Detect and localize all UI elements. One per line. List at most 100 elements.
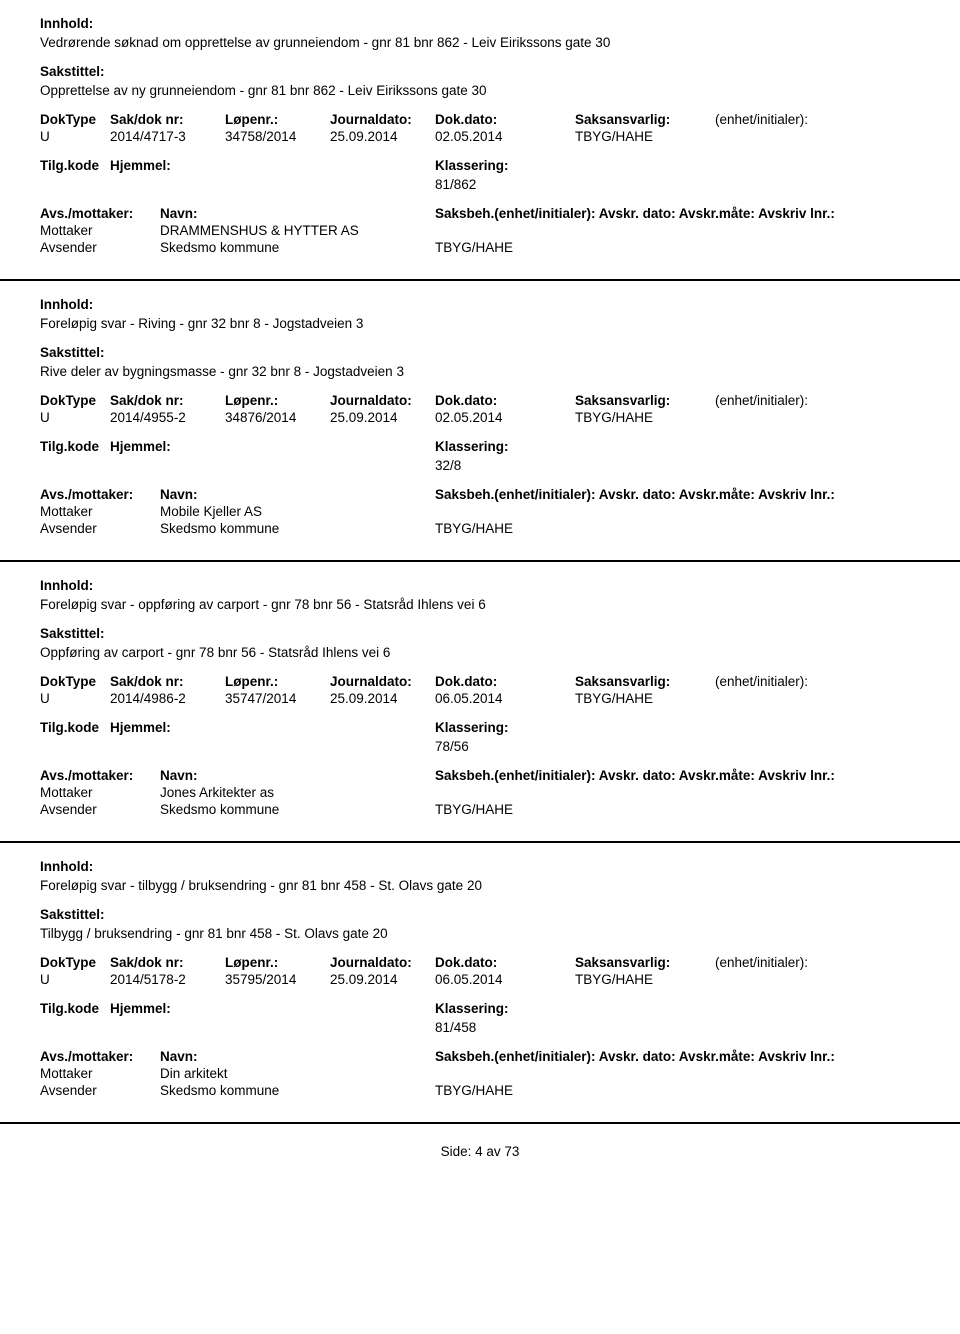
journal-entry: Innhold: Vedrørende søknad om opprettels… [0,0,960,279]
enhet-header: (enhet/initialer): [715,674,895,689]
klassering-label: Klassering: [435,439,635,454]
sakstittel-label: Sakstittel: [40,626,920,641]
avsender-role: Avsender [40,1083,160,1098]
sakstittel-label: Sakstittel: [40,64,920,79]
doktype-value: U [40,410,110,425]
saksansvarlig-header: Saksansvarlig: [575,393,715,408]
lopenr-header: Løpenr.: [225,955,330,970]
lopenr-value: 35795/2014 [225,972,330,987]
sakdoknr-header: Sak/dok nr: [110,112,225,127]
navn-label: Navn: [160,206,435,221]
lopenr-header: Løpenr.: [225,112,330,127]
avsmottaker-label: Avs./mottaker: [40,1049,160,1064]
sakstittel-text: Tilbygg / bruksendring - gnr 81 bnr 458 … [40,926,920,941]
avsender-unit: TBYG/HAHE [435,1083,635,1098]
avsmottaker-label: Avs./mottaker: [40,768,160,783]
klassering-value: 81/458 [435,1020,635,1035]
journaldato-value: 25.09.2014 [330,410,435,425]
saksansvarlig-value: TBYG/HAHE [575,972,715,987]
mottaker-role: Mottaker [40,223,160,238]
journaldato-value: 25.09.2014 [330,129,435,144]
klassering-value: 81/862 [435,177,635,192]
hjemmel-label: Hjemmel: [110,439,435,454]
sakstittel-text: Rive deler av bygningsmasse - gnr 32 bnr… [40,364,920,379]
klassering-label: Klassering: [435,720,635,735]
mottaker-role: Mottaker [40,504,160,519]
journaldato-header: Journaldato: [330,674,435,689]
tilgkode-label: Tilg.kode [40,439,110,454]
hjemmel-label: Hjemmel: [110,158,435,173]
lopenr-value: 34876/2014 [225,410,330,425]
avsmottaker-label: Avs./mottaker: [40,487,160,502]
journaldato-header: Journaldato: [330,955,435,970]
journaldato-value: 25.09.2014 [330,972,435,987]
journaldato-value: 25.09.2014 [330,691,435,706]
mottaker-name: Jones Arkitekter as [160,785,435,800]
sakstittel-label: Sakstittel: [40,907,920,922]
avsender-unit: TBYG/HAHE [435,802,635,817]
avsender-name: Skedsmo kommune [160,521,435,536]
saksansvarlig-header: Saksansvarlig: [575,674,715,689]
avsender-name: Skedsmo kommune [160,240,435,255]
mottaker-role: Mottaker [40,1066,160,1081]
doktype-header: DokType [40,955,110,970]
saksansvarlig-value: TBYG/HAHE [575,691,715,706]
dokdato-value: 06.05.2014 [435,972,575,987]
klassering-value: 78/56 [435,739,635,754]
lopenr-header: Løpenr.: [225,674,330,689]
saksbeh-label: Saksbeh.(enhet/initialer): Avskr. dato: … [435,768,875,783]
innhold-text: Vedrørende søknad om opprettelse av grun… [40,35,920,50]
innhold-label: Innhold: [40,859,920,874]
sakdoknr-header: Sak/dok nr: [110,674,225,689]
journaldato-header: Journaldato: [330,112,435,127]
journal-entry: Innhold: Foreløpig svar - tilbygg / bruk… [0,841,960,1122]
journal-entry: Innhold: Foreløpig svar - Riving - gnr 3… [0,279,960,560]
avsender-unit: TBYG/HAHE [435,521,635,536]
dokdato-value: 02.05.2014 [435,129,575,144]
sakstittel-text: Opprettelse av ny grunneiendom - gnr 81 … [40,83,920,98]
avsender-role: Avsender [40,802,160,817]
avsender-unit: TBYG/HAHE [435,240,635,255]
enhet-header: (enhet/initialer): [715,955,895,970]
saksbeh-label: Saksbeh.(enhet/initialer): Avskr. dato: … [435,206,875,221]
doktype-value: U [40,129,110,144]
avsender-role: Avsender [40,240,160,255]
innhold-text: Foreløpig svar - tilbygg / bruksendring … [40,878,920,893]
lopenr-value: 35747/2014 [225,691,330,706]
sakdoknr-value: 2014/4717-3 [110,129,225,144]
avsender-name: Skedsmo kommune [160,802,435,817]
tilgkode-label: Tilg.kode [40,1001,110,1016]
dokdato-header: Dok.dato: [435,955,575,970]
enhet-header: (enhet/initialer): [715,393,895,408]
navn-label: Navn: [160,768,435,783]
sakstittel-text: Oppføring av carport - gnr 78 bnr 56 - S… [40,645,920,660]
page-footer: Side: 4 av 73 [0,1122,960,1165]
dokdato-header: Dok.dato: [435,112,575,127]
journal-entry: Innhold: Foreløpig svar - oppføring av c… [0,560,960,841]
sakdoknr-value: 2014/4986-2 [110,691,225,706]
hjemmel-label: Hjemmel: [110,1001,435,1016]
mottaker-name: Mobile Kjeller AS [160,504,435,519]
dokdato-value: 06.05.2014 [435,691,575,706]
innhold-label: Innhold: [40,297,920,312]
tilgkode-label: Tilg.kode [40,158,110,173]
saksbeh-label: Saksbeh.(enhet/initialer): Avskr. dato: … [435,487,875,502]
innhold-label: Innhold: [40,16,920,31]
enhet-header: (enhet/initialer): [715,112,895,127]
sakdoknr-header: Sak/dok nr: [110,955,225,970]
sakdoknr-value: 2014/5178-2 [110,972,225,987]
saksbeh-label: Saksbeh.(enhet/initialer): Avskr. dato: … [435,1049,875,1064]
journaldato-header: Journaldato: [330,393,435,408]
mottaker-name: Din arkitekt [160,1066,435,1081]
avsender-role: Avsender [40,521,160,536]
innhold-text: Foreløpig svar - oppføring av carport - … [40,597,920,612]
doktype-header: DokType [40,674,110,689]
hjemmel-label: Hjemmel: [110,720,435,735]
doktype-header: DokType [40,393,110,408]
sakdoknr-value: 2014/4955-2 [110,410,225,425]
saksansvarlig-header: Saksansvarlig: [575,112,715,127]
lopenr-header: Løpenr.: [225,393,330,408]
lopenr-value: 34758/2014 [225,129,330,144]
avsender-name: Skedsmo kommune [160,1083,435,1098]
doktype-value: U [40,972,110,987]
